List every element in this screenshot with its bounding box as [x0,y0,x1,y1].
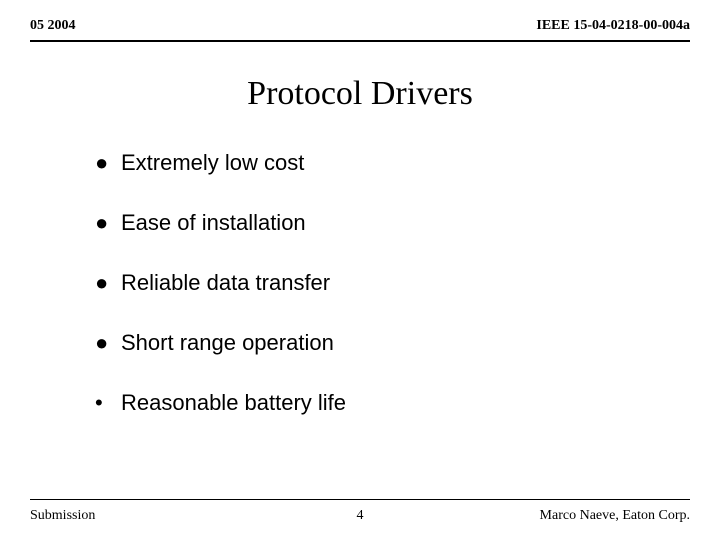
bullet-icon: ● [95,270,121,296]
list-item: • Reasonable battery life [95,390,660,416]
bullet-icon: ● [95,330,121,356]
bullet-text: Short range operation [121,330,334,356]
bullet-icon: ● [95,150,121,176]
list-item: ● Reliable data transfer [95,270,660,296]
list-item: ● Extremely low cost [95,150,660,176]
header-right-docnum: IEEE 15-04-0218-00-004a [536,18,690,34]
list-item: ● Ease of installation [95,210,660,236]
bullet-list: ● Extremely low cost ● Ease of installat… [95,150,660,450]
slide-title: Protocol Drivers [0,75,720,113]
footer-rule [30,499,690,500]
footer-author: Marco Naeve, Eaton Corp. [540,508,690,524]
slide: 05 2004 IEEE 15-04-0218-00-004a Protocol… [0,0,720,540]
header-left-date: 05 2004 [30,18,76,34]
bullet-text: Ease of installation [121,210,306,236]
bullet-text: Reliable data transfer [121,270,330,296]
bullet-icon: • [95,390,121,416]
bullet-icon: ● [95,210,121,236]
list-item: ● Short range operation [95,330,660,356]
bullet-text: Extremely low cost [121,150,304,176]
bullet-text: Reasonable battery life [121,390,346,416]
header-rule [30,40,690,42]
